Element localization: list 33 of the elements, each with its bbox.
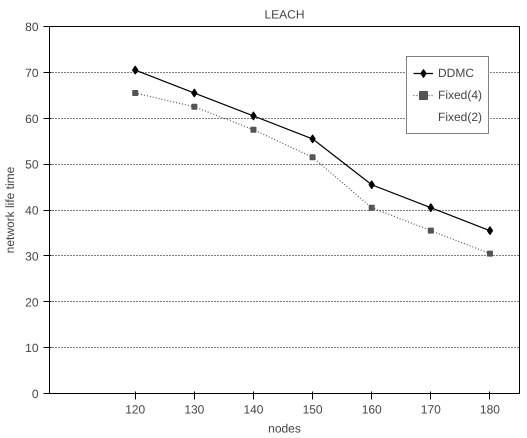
y-tick-label: 40 <box>25 204 39 218</box>
point <box>310 154 316 160</box>
x-tick-label: 170 <box>420 402 442 416</box>
point <box>368 204 375 211</box>
point <box>309 134 316 144</box>
x-tick-label: 140 <box>243 402 264 416</box>
y-tick-label: 70 <box>25 66 39 80</box>
y-tick-label: 80 <box>25 20 39 34</box>
point <box>486 226 494 236</box>
x-tick-label: 150 <box>302 402 323 416</box>
x-tick-label: 120 <box>125 402 146 416</box>
legend-label: DDMC <box>438 66 474 80</box>
y-tick-label: 50 <box>25 158 39 172</box>
y-tick-label: 10 <box>25 341 39 356</box>
text: Fixed(2) <box>438 110 482 124</box>
x-tick-label: 130 <box>184 402 205 416</box>
legend-label: Fixed(4) <box>438 88 482 102</box>
point <box>132 90 138 96</box>
point <box>250 126 256 133</box>
y-tick-label: 0 <box>32 387 39 401</box>
point <box>191 88 198 98</box>
point <box>428 228 434 234</box>
x-tick-label: 180 <box>480 402 500 416</box>
y-tick-label: 20 <box>25 295 39 310</box>
point <box>250 111 257 120</box>
y-tick-label: 60 <box>25 112 39 126</box>
point <box>191 104 198 110</box>
chart-title: LEACH <box>264 8 305 22</box>
y-axis-title: network life time <box>3 166 18 254</box>
x-tick-label: 160 <box>362 402 382 416</box>
x-axis-title: nodes <box>268 422 301 436</box>
y-tick-label: 30 <box>25 249 39 264</box>
point <box>486 250 493 257</box>
